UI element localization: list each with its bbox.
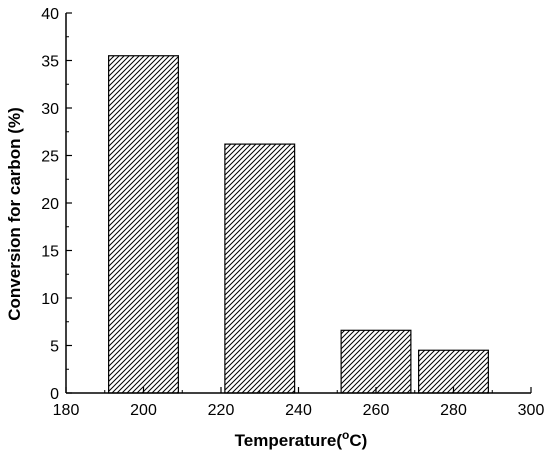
y-tick-label-10: 10 [41,291,59,308]
y-tick-label-40: 40 [41,6,59,23]
bars-layer [108,55,489,394]
y-tick-label-35: 35 [41,54,59,71]
y-tick-label-25: 25 [41,149,59,166]
x-tick-label-300: 300 [518,402,545,419]
x-tick-label-180: 180 [53,402,80,419]
y-tick-label-15: 15 [41,244,59,261]
x-tick-label-260: 260 [363,402,390,419]
y-axis-title: Conversion for carbon (%) [5,107,24,320]
tick-labels-layer: 180 200 220 240 260 280 300 0 5 10 15 20 25 30 35 40 [41,6,544,419]
bar-230 [224,143,296,394]
x-tick-label-240: 240 [285,402,312,419]
y-tick-label-0: 0 [50,386,59,403]
x-axis-title-unit: C) [349,431,367,450]
ticks-layer [65,12,532,394]
y-tick-label-5: 5 [50,339,59,356]
bar-280 [418,349,489,394]
y-tick-label-30: 30 [41,101,59,118]
x-axis-title-degree: o [342,428,349,442]
x-axis-title-text: Temperature( [235,431,343,450]
x-tick-label-220: 220 [208,402,235,419]
bar-260 [340,329,412,394]
x-tick-label-200: 200 [130,402,157,419]
x-tick-label-280: 280 [440,402,467,419]
bar-200 [108,55,179,394]
y-tick-label-20: 20 [41,196,59,213]
x-axis-title: Temperature(oC) [235,428,368,450]
